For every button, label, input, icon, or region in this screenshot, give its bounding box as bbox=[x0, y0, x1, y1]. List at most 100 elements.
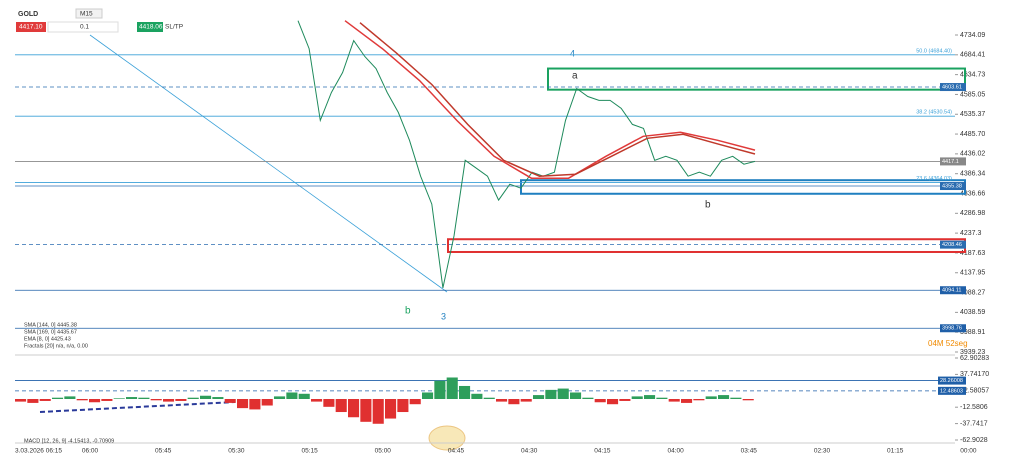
y-tick-label: 4038.59 bbox=[960, 309, 985, 316]
zone bbox=[547, 67, 966, 91]
macd-bar bbox=[483, 397, 495, 399]
macd-bar bbox=[200, 395, 212, 400]
timeframe-box[interactable] bbox=[75, 8, 103, 19]
x-tick-label: 04:15 bbox=[594, 448, 611, 455]
macd-bar bbox=[261, 399, 273, 406]
macd-bar bbox=[644, 395, 656, 399]
y-tick-label: 4684.41 bbox=[960, 52, 985, 59]
macd-bar bbox=[385, 399, 397, 419]
y-tick-label: -62.9028 bbox=[960, 437, 988, 444]
macd-bar bbox=[335, 399, 347, 413]
countdown: 04M 52seg bbox=[928, 339, 968, 348]
macd-bar bbox=[286, 392, 298, 400]
macd-legend: MACD [12, 26, 9] -4.15413, -0.70909 bbox=[24, 438, 114, 444]
macd-bar bbox=[705, 396, 717, 400]
macd-box-label: 12.48603 bbox=[940, 388, 963, 394]
y-tick-label: 4585.05 bbox=[960, 91, 985, 98]
wave-label: 4 bbox=[570, 48, 575, 58]
price-box bbox=[940, 83, 966, 92]
macd-bar bbox=[397, 399, 409, 413]
macd-bar bbox=[274, 396, 286, 400]
y-tick-label: 12.58057 bbox=[960, 388, 989, 395]
wave-label: b bbox=[405, 306, 411, 317]
legend-entry: SMA [169, 0] 4435.67 bbox=[24, 329, 77, 335]
macd-bar bbox=[742, 399, 754, 401]
x-tick-label: 00:00 bbox=[960, 448, 977, 455]
level-label: 38.2 (4530.54) bbox=[916, 110, 952, 116]
macd-bar bbox=[570, 392, 582, 400]
price-box bbox=[940, 324, 966, 333]
y-tick-label: 4137.95 bbox=[960, 270, 985, 277]
y-tick-label: 4088.27 bbox=[960, 289, 985, 296]
macd-bar bbox=[113, 398, 125, 399]
macd-bar bbox=[730, 397, 742, 399]
symbol: GOLD bbox=[18, 11, 38, 18]
price-box bbox=[940, 157, 966, 166]
legend-entry: Fractals [20] n/a, n/a, 0.00 bbox=[24, 343, 88, 349]
y-tick-label: 4386.34 bbox=[960, 171, 985, 178]
macd-bar bbox=[27, 399, 39, 403]
y-tick-label: 4187.63 bbox=[960, 250, 985, 257]
level-label: 50.0 (4684.40) bbox=[916, 48, 952, 54]
macd-bar bbox=[434, 380, 446, 399]
macd-bar bbox=[693, 399, 705, 401]
sell-button[interactable] bbox=[16, 22, 46, 32]
series-line bbox=[344, 20, 756, 179]
macd-bar bbox=[298, 393, 310, 399]
macd-box-label: 28.26008 bbox=[940, 378, 963, 384]
macd-bar bbox=[471, 393, 483, 399]
price-box-label: 4417.1 bbox=[942, 159, 959, 165]
macd-bar bbox=[459, 385, 471, 399]
macd-bar bbox=[323, 399, 335, 407]
price-box-label: 4094.11 bbox=[942, 288, 961, 294]
macd-bar bbox=[607, 399, 619, 405]
sltp[interactable]: SL/TP bbox=[165, 24, 183, 31]
legend-entry: EMA [8, 0] 4425.43 bbox=[24, 336, 71, 342]
series-line bbox=[297, 20, 756, 289]
macd-bar bbox=[681, 399, 693, 403]
y-tick-label: 4436.02 bbox=[960, 151, 985, 158]
macd-bar bbox=[582, 397, 594, 399]
macd-bar bbox=[533, 395, 545, 399]
macd-bar bbox=[656, 397, 668, 399]
x-tick-label: 05:15 bbox=[301, 448, 318, 455]
y-tick-label: 4286.98 bbox=[960, 210, 985, 217]
zone bbox=[447, 238, 966, 253]
macd-bar bbox=[496, 399, 508, 402]
macd-box bbox=[938, 386, 966, 395]
legend-entry: SMA [144, 0] 4445.38 bbox=[24, 322, 77, 328]
macd-bar bbox=[520, 399, 532, 402]
y-tick-label: -37.7417 bbox=[960, 420, 988, 427]
macd-bar bbox=[150, 399, 162, 401]
macd-bar bbox=[237, 399, 249, 409]
macd-bar bbox=[557, 388, 569, 399]
trend-line bbox=[89, 34, 448, 293]
macd-bar bbox=[39, 399, 51, 401]
price-box-label: 4208.46 bbox=[942, 242, 962, 248]
x-tick-label: 04:30 bbox=[521, 448, 538, 455]
lot: 0.1 bbox=[80, 24, 89, 31]
macd-bar bbox=[360, 399, 372, 422]
y-tick-label: 62.90283 bbox=[960, 355, 989, 362]
macd-bar bbox=[126, 397, 138, 399]
y-tick-label: 4485.70 bbox=[960, 131, 985, 138]
y-tick-label: 3988.91 bbox=[960, 329, 985, 336]
wave-label: b bbox=[705, 200, 711, 211]
macd-bar bbox=[52, 397, 64, 399]
macd-bar bbox=[175, 399, 187, 401]
y-tick-label: 4237.3 bbox=[960, 230, 982, 237]
macd-bar bbox=[138, 397, 150, 399]
lot-input[interactable] bbox=[47, 21, 119, 33]
price-box-label: 4355.38 bbox=[942, 183, 962, 189]
y-tick-label: 4734.09 bbox=[960, 32, 985, 39]
macd-bar bbox=[422, 392, 434, 400]
price-box-label: 4603.61 bbox=[942, 84, 962, 90]
macd-bar bbox=[409, 399, 421, 405]
buy-button[interactable] bbox=[137, 22, 163, 32]
x-tick-label: 04:00 bbox=[667, 448, 684, 455]
macd-box bbox=[938, 376, 966, 385]
wave-label: 3 bbox=[441, 311, 446, 321]
x-tick-label: 03:45 bbox=[741, 448, 758, 455]
macd-bar bbox=[311, 399, 323, 402]
